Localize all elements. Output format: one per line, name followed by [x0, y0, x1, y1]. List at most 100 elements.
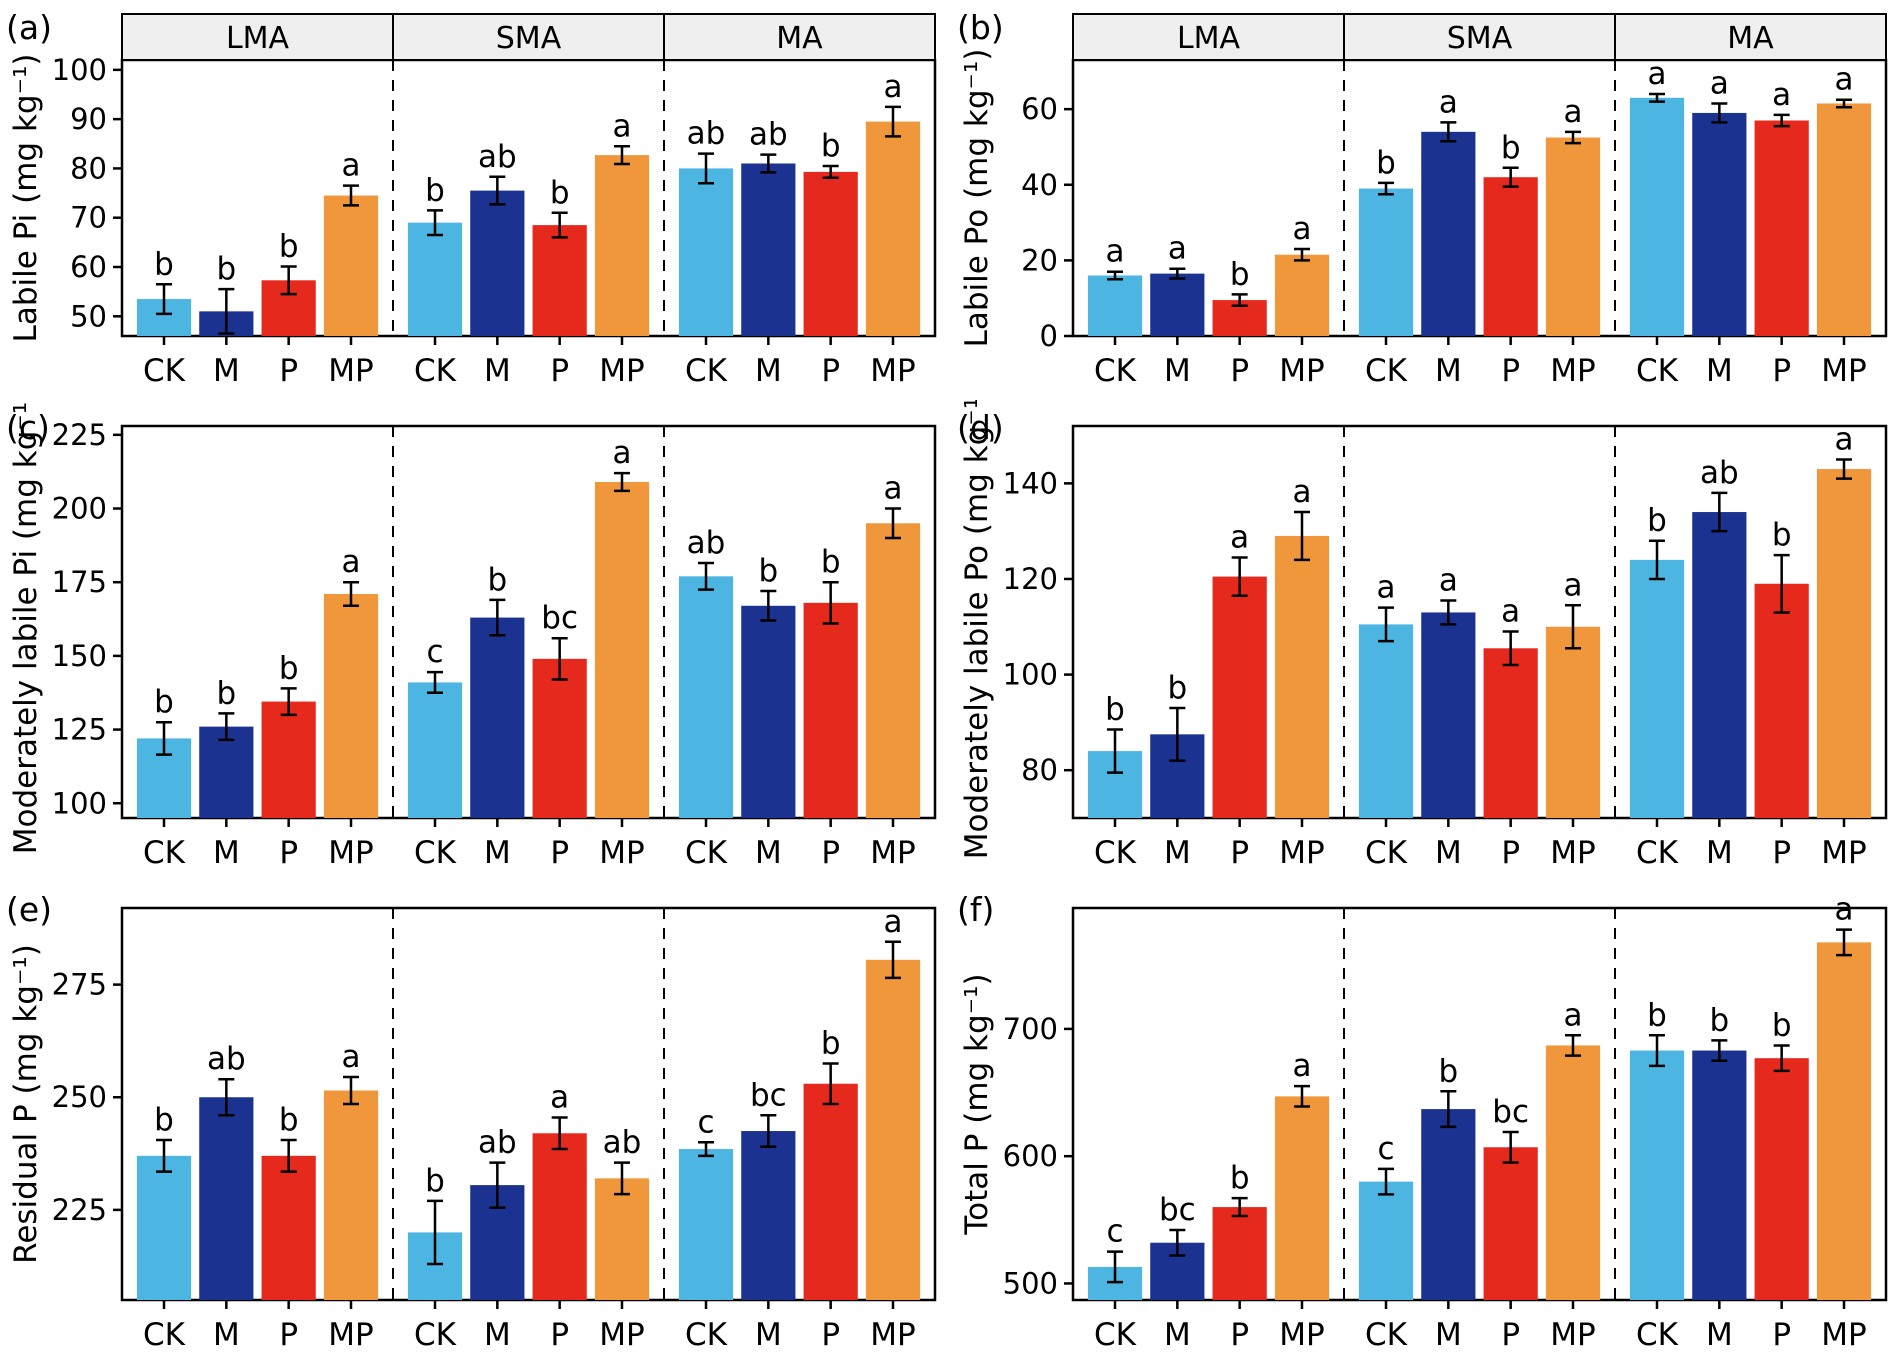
- bar-MA-CK: [678, 168, 734, 336]
- sig-letter: a: [1501, 594, 1520, 630]
- y-tick-label: 120: [1003, 562, 1058, 596]
- bar-SMA-CK: [1358, 1181, 1414, 1300]
- y-tick-label: 20: [1021, 243, 1058, 277]
- bar-MA-M: [741, 163, 796, 336]
- panel-c-chart: 100125150175200225bCKbMbPaMPcCKbMbcPaMPa…: [8, 390, 937, 871]
- sig-letter: bc: [750, 1077, 787, 1113]
- x-tick-label: CK: [1636, 353, 1679, 389]
- sig-letter: b: [1376, 145, 1396, 181]
- x-tick-label: M: [484, 1317, 511, 1353]
- x-tick-label: CK: [143, 835, 186, 871]
- group-header-label: LMA: [226, 21, 290, 56]
- x-tick-label: M: [1706, 835, 1733, 871]
- sig-letter: a: [1439, 84, 1458, 120]
- sig-letter: a: [1834, 62, 1853, 98]
- x-tick-label: M: [1706, 353, 1733, 389]
- x-tick-label: CK: [685, 835, 728, 871]
- sig-letter: ab: [749, 117, 788, 153]
- sig-letter: bc: [1159, 1192, 1196, 1228]
- bar-MA-MP: [1816, 103, 1872, 336]
- panel-label-e: (e): [6, 890, 53, 929]
- group-header-label: MA: [776, 21, 823, 56]
- bar-LMA-CK: [1087, 275, 1143, 336]
- x-tick-label: CK: [1094, 353, 1137, 389]
- sig-letter: a: [1563, 94, 1582, 130]
- bar-SMA-MP: [594, 482, 650, 818]
- x-tick-label: M: [484, 835, 511, 871]
- sig-letter: a: [1834, 421, 1853, 457]
- bar-MA-CK: [1629, 97, 1685, 336]
- x-tick-label: P: [279, 835, 298, 871]
- y-tick-label: 250: [52, 1080, 107, 1114]
- sig-letter: a: [1292, 211, 1311, 247]
- x-tick-label: P: [1501, 353, 1520, 389]
- sig-letter: ab: [687, 525, 726, 561]
- plot-box: [120, 906, 937, 1302]
- sig-letter: a: [1563, 997, 1582, 1033]
- panel-label-f: (f): [957, 890, 995, 929]
- bar-SMA-MP: [1545, 626, 1601, 818]
- bar-SMA-MP: [594, 1178, 650, 1300]
- x-tick-label: P: [1230, 1317, 1249, 1353]
- y-tick-label: 200: [52, 492, 107, 526]
- y-tick-label: 60: [1021, 92, 1058, 126]
- x-tick-label: P: [821, 1317, 840, 1353]
- panel-b-chart: LMA SMA MA0204060aCKaMbPaMPbCKaMbPaMPaCKaM…: [959, 13, 1888, 389]
- y-tick-label: 125: [52, 713, 107, 747]
- panel-label-c: (c): [6, 408, 50, 447]
- bar-LMA-MP: [1274, 254, 1330, 336]
- bar-MA-P: [1754, 120, 1809, 336]
- x-tick-label: CK: [1365, 1317, 1408, 1353]
- sig-letter: b: [1772, 517, 1792, 553]
- sig-letter: a: [883, 471, 902, 507]
- bar-SMA-M: [1421, 612, 1476, 818]
- sig-letter: a: [883, 69, 902, 105]
- x-tick-label: MP: [1821, 1317, 1866, 1353]
- x-tick-label: P: [1772, 835, 1791, 871]
- bar-LMA-MP: [1274, 1096, 1330, 1300]
- x-tick-label: MP: [328, 835, 373, 871]
- bar-MA-MP: [865, 121, 921, 336]
- bar-MA-M: [1692, 512, 1747, 818]
- sig-letter: a: [1834, 892, 1853, 928]
- y-axis-label: Total P (mg kg⁻¹): [959, 973, 995, 1235]
- x-tick-label: M: [213, 353, 240, 389]
- sig-letter: b: [1772, 1007, 1792, 1043]
- sig-letter: a: [1563, 567, 1582, 603]
- bar-SMA-P: [532, 225, 587, 336]
- bar-LMA-MP: [1274, 535, 1330, 818]
- y-tick-label: 100: [1003, 658, 1058, 692]
- sig-letter: b: [279, 229, 299, 265]
- sig-letter: a: [1377, 570, 1396, 606]
- sig-letter: b: [154, 246, 174, 282]
- bar-MA-MP: [1816, 942, 1872, 1300]
- sig-letter: a: [612, 108, 631, 144]
- group-header-label: SMA: [496, 21, 562, 56]
- bar-MA-MP: [865, 959, 921, 1300]
- bar-SMA-M: [1421, 1109, 1476, 1300]
- sig-letter: a: [341, 544, 360, 580]
- y-axis-label: Labile Po (mg kg⁻¹): [959, 49, 995, 348]
- y-tick-label: 80: [1021, 753, 1058, 787]
- sig-letter: b: [821, 544, 841, 580]
- x-tick-label: CK: [685, 1317, 728, 1353]
- x-tick-label: MP: [1550, 835, 1595, 871]
- bar-MA-M: [1692, 1050, 1747, 1300]
- x-tick-label: M: [1435, 835, 1462, 871]
- y-tick-label: 40: [1021, 168, 1058, 202]
- plot-box: [120, 58, 937, 338]
- sig-letter: ab: [687, 116, 726, 152]
- bar-MA-MP: [1816, 469, 1872, 818]
- x-tick-label: CK: [1636, 835, 1679, 871]
- group-header-label: SMA: [1447, 21, 1513, 56]
- x-tick-label: MP: [1821, 353, 1866, 389]
- bar-MA-CK: [1629, 1050, 1685, 1300]
- panel-a-chart: LMA SMA MA5060708090100bCKbMbPaMPbCKabMbPa…: [8, 13, 937, 389]
- sig-letter: b: [1167, 670, 1187, 706]
- x-tick-label: CK: [414, 1317, 457, 1353]
- x-tick-label: P: [1501, 835, 1520, 871]
- bar-MA-P: [803, 171, 858, 336]
- sig-letter: c: [426, 634, 443, 670]
